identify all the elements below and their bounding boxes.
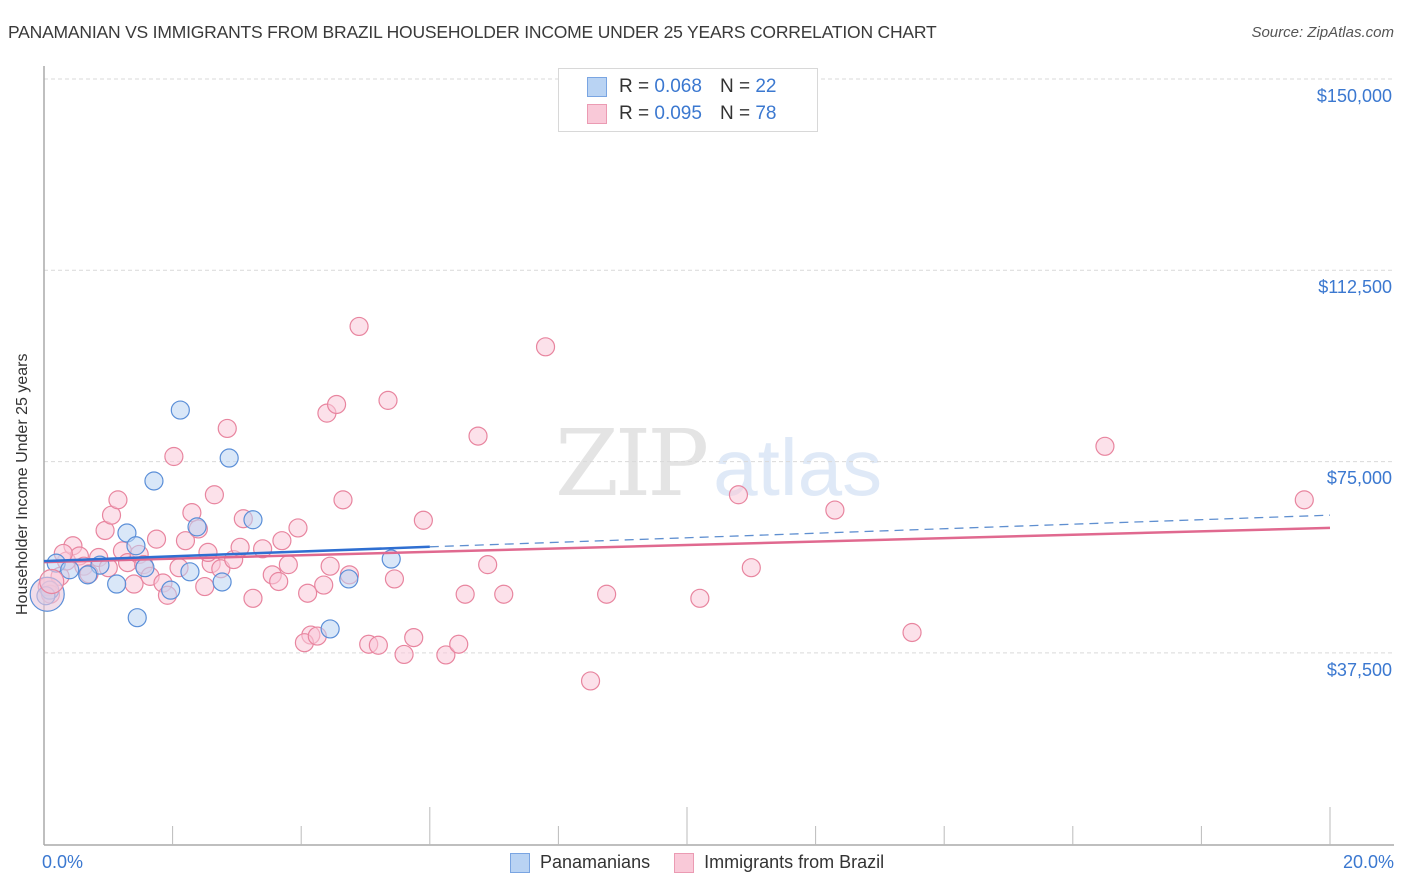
data-point (108, 490, 128, 510)
data-point (378, 390, 398, 410)
data-point (320, 619, 340, 639)
data-point (243, 588, 263, 608)
data-point (449, 634, 469, 654)
data-point (127, 608, 147, 628)
n-label: N = (719, 76, 751, 97)
data-point (272, 531, 292, 551)
data-point (413, 510, 433, 530)
correlation-legend: R = 0.068 N = 22 R = 0.095 N = 78 (558, 68, 818, 132)
data-point (219, 448, 239, 468)
data-point (278, 555, 298, 575)
data-point (135, 558, 155, 578)
y-tick-37500: $37,500 (1326, 660, 1392, 680)
data-point (349, 316, 369, 337)
data-point (1095, 436, 1115, 456)
x-tick-min: 0.0% (42, 852, 84, 872)
data-point (146, 529, 167, 549)
trend-line-panamanians (43, 545, 430, 563)
data-point (741, 558, 761, 578)
data-point (60, 560, 80, 580)
y-tick-75000: $75,000 (1326, 468, 1392, 488)
data-point (124, 574, 144, 594)
legend-item-panamanians[interactable]: Panamanians (510, 852, 650, 873)
data-point (243, 510, 263, 530)
data-point (902, 622, 922, 643)
data-point (339, 569, 359, 589)
trend-line-brazil (43, 526, 1331, 564)
data-point (164, 446, 184, 467)
data-point (825, 500, 845, 520)
data-point (381, 549, 401, 569)
data-point (535, 337, 556, 357)
data-point (404, 627, 424, 648)
n-value: 22 (755, 76, 777, 97)
data-point (320, 556, 340, 576)
x-tick-max: 20.0% (1342, 852, 1394, 872)
data-point (78, 565, 98, 585)
data-point (212, 572, 232, 592)
legend-label: Immigrants from Brazil (704, 852, 885, 872)
data-point (597, 584, 617, 604)
source-label: Source: ZipAtlas.com (1251, 24, 1394, 41)
n-label: N = (719, 103, 751, 124)
n-value: 78 (755, 103, 777, 124)
data-point (384, 569, 405, 589)
r-label: R = (619, 76, 650, 97)
data-point (368, 635, 388, 655)
data-point (126, 536, 146, 556)
data-point (175, 531, 196, 551)
y-tick-112500: $112,500 (1318, 277, 1392, 297)
data-point (107, 574, 127, 594)
data-point (314, 575, 334, 595)
y-axis-label: Householder Income Under 25 years (14, 353, 31, 615)
y-tick-150000: $150,000 (1316, 86, 1392, 106)
data-point (170, 400, 190, 420)
blue-swatch-icon (510, 852, 530, 873)
pink-swatch-icon (674, 852, 695, 873)
legend-row-brazil: R = 0.095 N = 78 (587, 102, 776, 126)
data-point (394, 644, 414, 665)
data-point-cluster (39, 568, 65, 595)
data-point (333, 490, 353, 510)
data-point (144, 471, 164, 491)
r-value: 0.095 (654, 103, 702, 124)
legend-label: Panamanians (540, 852, 651, 872)
data-point (298, 583, 318, 603)
data-point (195, 576, 215, 597)
data-point (187, 517, 207, 537)
y-axis-label-wrap: Householder Income Under 25 years (14, 354, 31, 616)
data-point (580, 671, 601, 691)
data-point (217, 418, 237, 439)
r-label: R = (619, 103, 650, 124)
legend-row-panamanians: R = 0.068 N = 22 (587, 75, 776, 99)
data-point (269, 571, 289, 592)
data-point (161, 580, 181, 600)
data-point (728, 485, 749, 505)
data-point (494, 584, 514, 604)
data-point (180, 562, 200, 582)
blue-swatch-icon (587, 77, 607, 97)
data-point (436, 645, 456, 665)
trend-line-panamanians-extended (429, 514, 1331, 548)
data-point (288, 518, 308, 538)
pink-swatch-icon (587, 104, 607, 124)
legend-item-brazil[interactable]: Immigrants from Brazil (674, 852, 884, 873)
data-point (468, 426, 488, 446)
data-point (204, 485, 224, 505)
r-value: 0.068 (654, 76, 702, 97)
data-point (690, 588, 710, 608)
data-point (455, 584, 475, 604)
data-point (1294, 490, 1314, 510)
series-legend: Panamanians Immigrants from Brazil (510, 852, 908, 873)
data-point (326, 394, 347, 415)
data-point (478, 555, 498, 575)
chart-title: PANAMANIAN VS IMMIGRANTS FROM BRAZIL HOU… (8, 22, 937, 42)
